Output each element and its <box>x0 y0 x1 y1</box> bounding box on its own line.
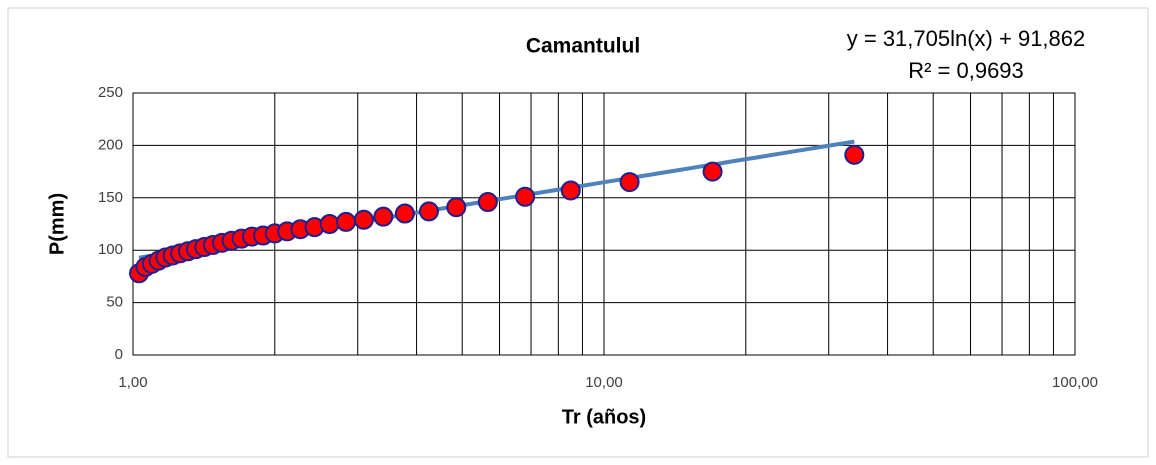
y-tick-label: 250 <box>98 84 123 101</box>
plot-border <box>132 92 1076 356</box>
data-point <box>336 211 357 232</box>
chart-frame <box>7 7 1149 458</box>
data-point <box>394 203 415 224</box>
y-tick-label: 150 <box>98 189 123 206</box>
trend-r2: R² = 0,9693 <box>908 58 1024 83</box>
data-point <box>560 180 581 201</box>
x-tick-label: 100,00 <box>1052 374 1098 391</box>
data-point <box>353 209 374 230</box>
trend-equation: y = 31,705ln(x) + 91,862 <box>847 26 1086 51</box>
y-axis-label: P(mm) <box>46 193 68 255</box>
y-tick-label: 0 <box>115 346 123 363</box>
x-tick-label: 10,00 <box>585 374 623 391</box>
data-point <box>446 197 467 218</box>
y-tick-label: 100 <box>98 241 123 258</box>
chart-title: Camantulul <box>526 35 640 58</box>
y-tick-label: 200 <box>98 136 123 153</box>
data-point <box>702 161 723 182</box>
data-point <box>477 191 498 212</box>
data-point <box>373 206 394 227</box>
data-point <box>619 172 640 193</box>
y-tick-label: 50 <box>106 294 123 311</box>
data-point <box>418 201 439 222</box>
data-point <box>515 186 536 207</box>
x-tick-label: 1,00 <box>118 374 147 391</box>
data-point <box>844 144 865 165</box>
x-axis-label: Tr (años) <box>562 406 646 428</box>
data-point <box>319 214 340 234</box>
